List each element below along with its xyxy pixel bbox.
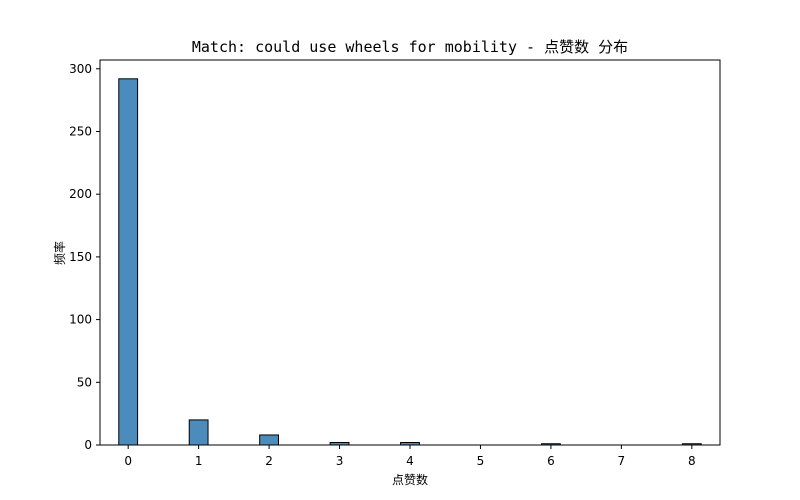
x-tick-label-1: 1 <box>195 454 203 468</box>
x-tick-label-5: 5 <box>477 454 485 468</box>
plot-frame <box>99 59 721 446</box>
y-tick-label-100: 100 <box>69 313 92 327</box>
y-tick-label-250: 250 <box>69 124 92 138</box>
x-tick-label-2: 2 <box>265 454 273 468</box>
x-tick-label-4: 4 <box>406 454 414 468</box>
y-tick-label-50: 50 <box>77 375 92 389</box>
y-axis-label: 频率 <box>52 241 67 265</box>
x-tick-label-7: 7 <box>618 454 626 468</box>
bar-1 <box>188 419 209 446</box>
y-tick-label-0: 0 <box>84 438 92 452</box>
x-tick-label-3: 3 <box>336 454 344 468</box>
x-tick-label-8: 8 <box>688 454 696 468</box>
x-tick-label-6: 6 <box>547 454 555 468</box>
x-axis-label: 点赞数 <box>392 472 428 487</box>
y-tick-label-200: 200 <box>69 187 92 201</box>
bar-2 <box>259 434 279 446</box>
y-tick-label-150: 150 <box>69 250 92 264</box>
chart-title: Match: could use wheels for mobility - 点… <box>192 38 628 56</box>
y-tick-label-300: 300 <box>69 62 92 76</box>
bar-0 <box>118 78 139 446</box>
plot-area: 0 1 2 3 4 5 6 7 8 0 50 100 150 200 250 300 <box>69 59 721 468</box>
x-tick-label-0: 0 <box>124 454 132 468</box>
